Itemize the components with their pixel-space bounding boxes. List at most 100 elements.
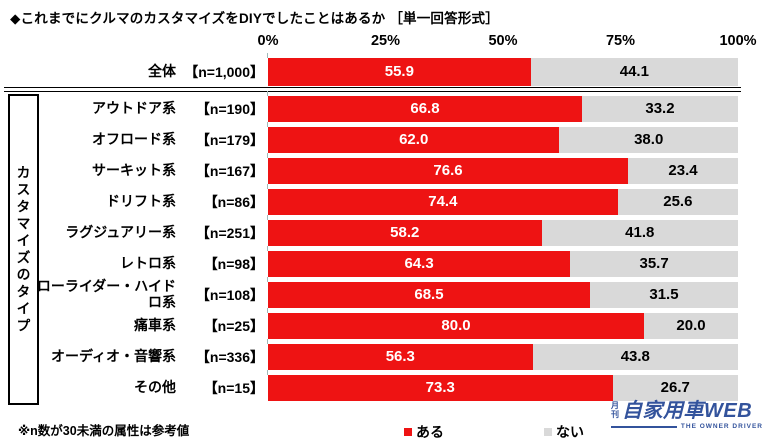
bar-value-nai: 44.1 — [619, 63, 649, 80]
bar-track: 58.2 41.8 — [267, 214, 738, 246]
x-axis-tick: 25% — [370, 33, 401, 49]
bar-value-aru: 58.2 — [390, 224, 420, 241]
row-label: ドリフト系 【n=86】 — [0, 192, 264, 212]
bar-track: 73.3 26.7 — [267, 369, 738, 401]
bar-segment-nai: 23.4 — [628, 157, 738, 184]
legend-label-aru: ある — [416, 424, 444, 440]
x-axis-tick: 75% — [605, 33, 636, 49]
bar-segment-aru: 56.3 — [268, 343, 533, 370]
chart-row: サーキット系 【n=167】 76.6 23.4 — [0, 152, 768, 186]
bar-track: 55.9 44.1 — [267, 52, 738, 86]
category-label: オフロード系 — [92, 130, 176, 147]
bar-segment-nai: 41.8 — [541, 219, 738, 246]
bar-track: 66.8 33.2 — [267, 90, 738, 122]
chart-row: オフロード系 【n=179】 62.0 38.0 — [0, 121, 768, 155]
legend-label-nai: ない — [556, 424, 584, 440]
bar-segment-aru: 58.2 — [268, 219, 542, 246]
bar-segment-aru: 73.3 — [268, 374, 613, 401]
bar-value-aru: 76.6 — [433, 162, 463, 179]
category-label: ラグジュアリー系 — [65, 223, 176, 240]
chart-row: 痛車系 【n=25】 80.0 20.0 — [0, 307, 768, 341]
bar-value-aru: 55.9 — [384, 63, 414, 80]
category-label: ドリフト系 — [106, 192, 176, 209]
sample-size-label: 【n=98】 — [203, 255, 264, 272]
bar-segment-aru: 80.0 — [268, 312, 644, 339]
bar-track: 80.0 20.0 — [267, 307, 738, 339]
category-label: アウトドア系 — [92, 99, 176, 116]
row-label: サーキット系 【n=167】 — [0, 161, 264, 181]
chart-row: ラグジュアリー系 【n=251】 58.2 41.8 — [0, 214, 768, 248]
bar-value-nai: 43.8 — [620, 348, 650, 365]
bar-track: 74.4 25.6 — [267, 183, 738, 215]
sample-size-label: 【n=167】 — [195, 162, 264, 179]
sample-size-label: 【n=108】 — [195, 286, 264, 303]
brand-logo-main-text: 自家用車WEB — [622, 400, 753, 422]
legend-item-aru: ある — [404, 422, 444, 442]
bar-value-aru: 62.0 — [399, 131, 429, 148]
sample-size-label: 【n=336】 — [195, 348, 264, 365]
bar-segment-nai: 26.7 — [612, 374, 738, 401]
bar-segment-aru: 64.3 — [268, 250, 571, 277]
bar-value-aru: 68.5 — [414, 286, 444, 303]
bar-segment-aru: 62.0 — [268, 126, 560, 153]
brand-logo: 月刊 自家用車WEB THE OWNER DRIVER — [611, 401, 763, 430]
bar-value-aru: 80.0 — [441, 317, 471, 334]
bar-value-aru: 73.3 — [425, 379, 455, 396]
x-axis-tick: 100% — [719, 33, 757, 49]
x-axis-tick: 50% — [488, 33, 518, 49]
bar-track: 76.6 23.4 — [267, 152, 738, 184]
bar-track: 56.3 43.8 — [267, 338, 738, 370]
legend-swatch-aru — [404, 428, 412, 436]
brand-logo-bottom: THE OWNER DRIVER — [611, 423, 763, 430]
bar-segment-aru: 68.5 — [268, 281, 590, 308]
row-label: ラグジュアリー系 【n=251】 — [0, 223, 264, 243]
row-label: アウトドア系 【n=190】 — [0, 99, 264, 119]
bar-segment-nai: 25.6 — [617, 188, 738, 215]
bar-segment-nai: 43.8 — [532, 343, 738, 370]
category-group-box: カスタマイズのタイプ — [8, 94, 39, 405]
chart-row: アウトドア系 【n=190】 66.8 33.2 — [0, 90, 768, 124]
sample-size-label: 【n=190】 — [195, 100, 264, 117]
chart-row: ドリフト系 【n=86】 74.4 25.6 — [0, 183, 768, 217]
bar-value-nai: 35.7 — [639, 255, 669, 272]
brand-logo-rule — [611, 425, 677, 428]
bar-value-aru: 74.4 — [428, 193, 458, 210]
bar-track: 62.0 38.0 — [267, 121, 738, 153]
row-label: 全体 【n=1,000】 — [0, 62, 264, 82]
bar-segment-nai: 31.5 — [589, 281, 738, 308]
bar-value-aru: 64.3 — [404, 255, 434, 272]
category-label: その他 — [134, 378, 176, 395]
chart-title: ◆これまでにクルマのカスタマイズをDIYでしたことはあるか ［単一回答形式］ — [10, 11, 499, 26]
bar-value-nai: 20.0 — [676, 317, 706, 334]
brand-logo-tagline: THE OWNER DRIVER — [680, 423, 763, 430]
bar-value-nai: 23.4 — [668, 162, 698, 179]
bar-value-nai: 26.7 — [660, 379, 690, 396]
sample-size-label: 【n=86】 — [203, 193, 264, 210]
category-label: ローライダー・ハイドロ系 — [36, 278, 176, 310]
bar-track: 64.3 35.7 — [267, 245, 738, 277]
brand-logo-small-text: 月刊 — [611, 401, 619, 419]
bar-value-aru: 56.3 — [385, 348, 415, 365]
total-row-group: 全体 【n=1,000】 55.9 44.1 — [0, 52, 768, 88]
category-label: オーディオ・音響系 — [50, 347, 176, 364]
bar-segment-nai: 33.2 — [581, 95, 738, 122]
sample-size-label: 【n=25】 — [203, 317, 264, 334]
bar-segment-aru: 66.8 — [268, 95, 582, 122]
category-group-label: カスタマイズのタイプ — [15, 164, 32, 335]
sample-size-label: 【n=179】 — [195, 131, 264, 148]
bar-segment-nai: 35.7 — [570, 250, 738, 277]
bar-segment-aru: 76.6 — [268, 157, 629, 184]
row-label: オフロード系 【n=179】 — [0, 130, 264, 150]
chart-row: ローライダー・ハイドロ系 【n=108】 68.5 31.5 — [0, 276, 768, 310]
legend-item-nai: ない — [544, 422, 584, 442]
bar-value-nai: 38.0 — [634, 131, 664, 148]
category-label: 痛車系 — [134, 316, 176, 333]
sample-size-label: 【n=1,000】 — [184, 63, 264, 80]
bar-value-nai: 31.5 — [649, 286, 679, 303]
x-axis-tick: 0% — [257, 33, 279, 49]
row-label: オーディオ・音響系 【n=336】 — [0, 347, 264, 367]
x-axis: 0% 25% 50% 75% 100% — [258, 33, 757, 51]
category-row-group: アウトドア系 【n=190】 66.8 33.2 オフロード系 【n=179】 … — [0, 90, 768, 403]
category-label: サーキット系 — [92, 161, 176, 178]
